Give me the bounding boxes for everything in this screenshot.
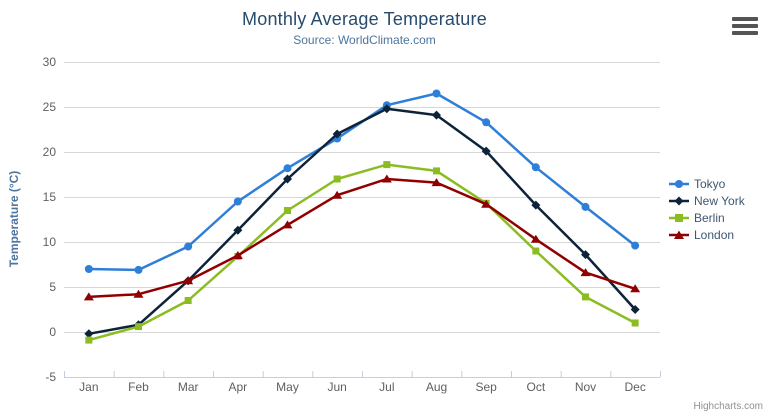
triangle-marker[interactable] — [630, 284, 641, 293]
diamond-marker[interactable] — [581, 250, 590, 260]
x-axis-label-oct: Oct — [526, 380, 545, 394]
triangle-marker[interactable] — [83, 292, 94, 301]
square-marker[interactable] — [383, 161, 391, 169]
x-axis-label-sep: Sep — [475, 380, 497, 394]
chart-title: Monthly Average Temperature — [242, 9, 487, 29]
legend: Tokyo New York Berlin London — [669, 175, 745, 243]
credits[interactable]: Highcharts.com — [693, 401, 763, 412]
x-axis-label-jan: Jan — [79, 380, 98, 394]
hamburger-icon — [732, 31, 758, 35]
triangle-marker[interactable] — [481, 199, 492, 208]
series-london[interactable] — [83, 174, 641, 301]
square-marker[interactable] — [85, 336, 93, 344]
x-axis-label-jul: Jul — [379, 380, 394, 394]
x-axis-label-aug: Aug — [426, 380, 447, 394]
triangle-icon — [674, 230, 684, 239]
legend-symbol-square — [669, 213, 689, 222]
legend-label: Tokyo — [694, 176, 726, 191]
square-marker[interactable] — [433, 167, 440, 175]
x-axis-label-dec: Dec — [624, 380, 645, 394]
square-marker[interactable] — [582, 293, 589, 301]
circle-icon — [675, 179, 683, 188]
x-axis-label-feb: Feb — [128, 380, 149, 394]
y-axis-label: 15 — [43, 190, 57, 204]
square-marker[interactable] — [135, 323, 142, 331]
legend-item-new-york[interactable]: New York — [669, 192, 745, 209]
diamond-marker[interactable] — [233, 225, 243, 235]
y-axis-label: 0 — [49, 325, 56, 339]
diamond-marker[interactable] — [531, 200, 541, 210]
square-marker[interactable] — [532, 247, 540, 255]
legend-item-london[interactable]: London — [669, 226, 745, 243]
x-axis-label-jun: Jun — [327, 380, 346, 394]
legend-item-berlin[interactable]: Berlin — [669, 209, 745, 226]
circle-marker[interactable] — [531, 163, 540, 172]
legend-symbol-circle — [669, 179, 689, 188]
y-axis-label: -5 — [45, 370, 56, 384]
diamond-icon — [674, 196, 684, 205]
triangle-marker[interactable] — [282, 220, 293, 229]
triangle-marker[interactable] — [232, 251, 243, 259]
series-line-new-york[interactable] — [87, 107, 637, 336]
legend-label: London — [694, 227, 735, 242]
series-tokyo[interactable] — [84, 89, 640, 274]
triangle-marker[interactable] — [133, 289, 144, 298]
legend-label: Berlin — [694, 210, 725, 225]
circle-marker[interactable] — [581, 202, 590, 211]
chart-subtitle: Source: WorldClimate.com — [293, 33, 436, 47]
x-axis-label-may: May — [276, 380, 299, 394]
diamond-marker[interactable] — [283, 174, 292, 184]
square-marker[interactable] — [631, 319, 639, 327]
triangle-marker[interactable] — [580, 268, 591, 277]
square-marker[interactable] — [284, 207, 291, 214]
square-marker[interactable] — [184, 297, 192, 304]
circle-marker[interactable] — [283, 164, 292, 173]
export-menu-button[interactable] — [732, 17, 758, 35]
series-line-berlin[interactable] — [87, 163, 637, 342]
circle-marker[interactable] — [233, 197, 242, 206]
triangle-marker[interactable] — [381, 174, 392, 183]
x-axis-label-apr: Apr — [228, 380, 247, 394]
circle-marker[interactable] — [84, 265, 93, 273]
circle-marker[interactable] — [432, 89, 441, 98]
triangle-marker[interactable] — [431, 178, 442, 187]
legend-item-tokyo[interactable]: Tokyo — [669, 175, 745, 192]
legend-symbol-diamond — [669, 196, 689, 205]
legend-label: New York — [694, 193, 745, 208]
y-axis-label: 10 — [43, 235, 57, 249]
square-icon — [675, 213, 683, 222]
hamburger-icon — [732, 17, 758, 21]
diamond-marker[interactable] — [84, 329, 94, 339]
y-axis-label: 30 — [43, 55, 57, 69]
series-line-tokyo[interactable] — [87, 92, 637, 272]
x-axis-label-nov: Nov — [575, 380, 596, 394]
circle-marker[interactable] — [631, 241, 640, 250]
hamburger-icon — [732, 24, 758, 28]
diamond-marker[interactable] — [481, 146, 491, 156]
diamond-marker[interactable] — [382, 104, 392, 114]
legend-symbol-triangle — [669, 230, 689, 239]
diamond-marker[interactable] — [332, 129, 342, 139]
y-axis-title: Temperature (°C) — [7, 170, 21, 268]
triangle-marker[interactable] — [332, 190, 343, 199]
y-axis-label: 25 — [43, 100, 57, 114]
square-marker[interactable] — [333, 175, 341, 183]
triangle-marker[interactable] — [530, 234, 541, 243]
y-axis-label: 20 — [43, 145, 57, 159]
diamond-marker[interactable] — [432, 110, 441, 120]
x-axis-label-mar: Mar — [178, 380, 199, 394]
y-axis-label: 5 — [49, 280, 56, 294]
triangle-marker[interactable] — [183, 276, 194, 285]
series-new-york[interactable] — [84, 104, 640, 339]
circle-marker[interactable] — [184, 242, 193, 251]
series-line-london[interactable] — [87, 177, 637, 299]
circle-marker[interactable] — [482, 118, 491, 127]
diamond-marker[interactable] — [630, 305, 640, 314]
circle-marker[interactable] — [134, 265, 143, 274]
